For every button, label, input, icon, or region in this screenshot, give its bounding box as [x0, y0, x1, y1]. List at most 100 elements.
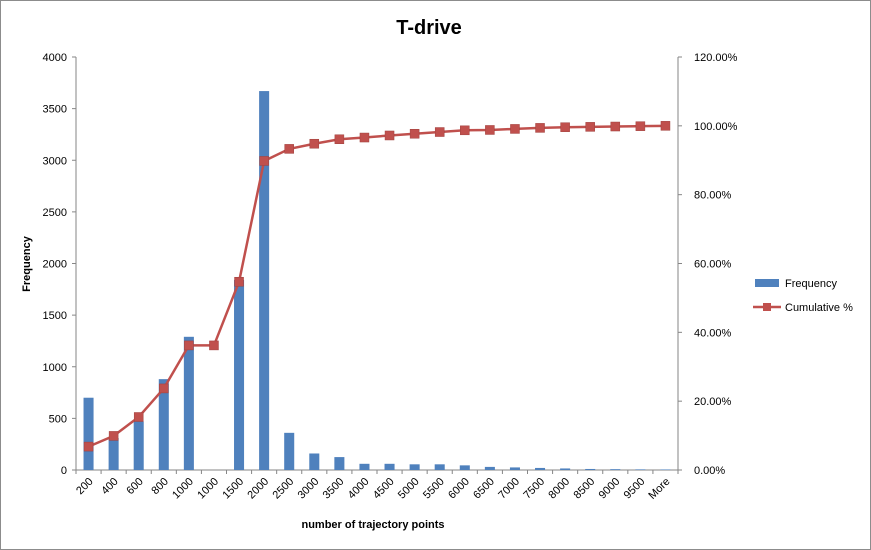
bar	[484, 466, 495, 470]
bar	[560, 468, 571, 470]
bar	[183, 336, 194, 470]
y-tick-label: 500	[49, 413, 67, 425]
y2-tick-label: 60.00%	[694, 259, 732, 271]
line-point	[309, 138, 320, 149]
x-tick-label: 6500	[471, 476, 497, 502]
y-tick-label: 2500	[43, 207, 67, 219]
line-point	[234, 276, 244, 287]
line-point	[510, 124, 520, 134]
bar	[610, 469, 621, 470]
line-point	[610, 121, 621, 132]
line-point	[635, 121, 646, 131]
bar	[309, 453, 320, 470]
bar	[509, 467, 520, 470]
x-tick-label: 1000	[170, 476, 196, 502]
x-tick-label: 6000	[446, 476, 472, 502]
x-tick-label: 4500	[371, 476, 397, 502]
x-tick-label: 200	[74, 476, 95, 497]
x-tick-label: 400	[99, 476, 120, 497]
line-point	[460, 125, 470, 136]
bar	[409, 464, 420, 470]
bar	[83, 397, 94, 470]
legend-label-frequency: Frequency	[785, 278, 837, 290]
bar	[334, 457, 345, 470]
x-axis-title: number of trajectory points	[301, 519, 444, 531]
line-point	[334, 134, 345, 145]
line-point	[133, 412, 144, 422]
legend-marker-cumulative	[763, 303, 771, 311]
y-tick-label: 0	[61, 465, 67, 477]
line-point	[184, 340, 194, 351]
legend-label-cumulative: Cumulative %	[785, 302, 853, 314]
line-point	[485, 125, 495, 135]
x-tick-label: 3000	[296, 476, 322, 502]
x-tick-label: 4000	[346, 476, 372, 502]
y2-tick-label: 0.00%	[694, 465, 725, 477]
x-tick-label: More	[646, 476, 672, 502]
y-axis-title: Frequency	[21, 235, 33, 292]
line-point	[409, 128, 420, 139]
bar	[259, 91, 270, 470]
bar	[234, 280, 245, 470]
x-tick-label: 8000	[546, 476, 572, 502]
line-point	[159, 383, 169, 394]
bar	[108, 437, 119, 470]
y-tick-label: 1500	[43, 310, 67, 322]
line-point	[585, 122, 595, 132]
bar	[535, 467, 546, 470]
x-tick-label: 1000	[195, 476, 221, 502]
line-point	[284, 144, 294, 154]
x-tick-label: 7500	[521, 476, 547, 502]
x-tick-label: 9000	[597, 476, 623, 502]
frequency-bars	[83, 91, 671, 470]
y-tick-label: 4000	[43, 52, 67, 64]
cumulative-polyline	[88, 124, 666, 448]
line-point	[359, 132, 370, 143]
y-tick-label: 1000	[43, 362, 67, 374]
x-tick-label: 2500	[271, 476, 297, 502]
legend-swatch-frequency	[755, 279, 779, 287]
line-point	[660, 121, 671, 131]
bar	[158, 379, 169, 470]
line-point	[259, 156, 269, 166]
bar	[459, 465, 470, 470]
legend: Frequency Cumulative %	[753, 278, 853, 314]
x-tick-label: 5500	[421, 476, 447, 502]
bar	[133, 421, 144, 470]
cumulative-line	[83, 121, 671, 452]
bar	[359, 463, 370, 470]
x-tick-label: 9500	[622, 476, 648, 502]
bar	[384, 463, 395, 470]
line-point	[83, 441, 94, 452]
line-point	[209, 340, 219, 351]
bar	[635, 469, 646, 470]
line-point	[535, 123, 545, 133]
y2-tick-label: 120.00%	[694, 52, 738, 64]
x-axis-ticks: 200 400 600 800 1000 1000 1500 2000 2500 3000 3500…	[74, 470, 679, 502]
bar	[585, 468, 596, 470]
x-tick-label: 3500	[321, 476, 347, 502]
chart-title: T-drive	[396, 17, 462, 39]
x-tick-label: 5000	[396, 476, 422, 502]
line-point	[384, 130, 395, 141]
y2-tick-label: 100.00%	[694, 121, 738, 133]
y-tick-label: 3000	[43, 155, 67, 167]
line-point	[434, 127, 445, 137]
y-tick-label: 2000	[43, 259, 67, 271]
y-axis-ticks: 0 500 1000 1500 2000 2500 3000 3500 4000	[43, 52, 76, 477]
line-point	[108, 431, 119, 441]
y2-axis-ticks: 0.00% 20.00% 40.00% 60.00% 80.00% 100.00% 120.…	[678, 52, 738, 477]
x-tick-label: 1500	[220, 476, 246, 502]
x-tick-label: 7000	[496, 476, 522, 502]
bar	[434, 464, 445, 470]
y2-tick-label: 80.00%	[694, 190, 732, 202]
x-tick-label: 8500	[572, 476, 598, 502]
x-tick-label: 2000	[245, 476, 271, 502]
bar	[284, 432, 295, 470]
bar	[660, 469, 671, 470]
y2-tick-label: 20.00%	[694, 396, 732, 408]
x-tick-label: 600	[124, 476, 145, 497]
y-tick-label: 3500	[43, 104, 67, 116]
x-tick-label: 800	[149, 476, 170, 497]
